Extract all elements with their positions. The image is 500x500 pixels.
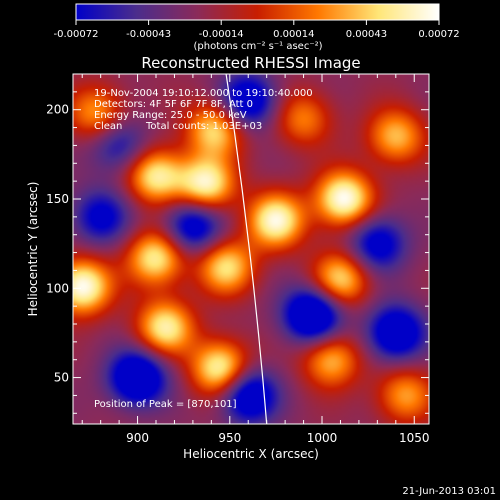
y-tick-label: 50: [54, 371, 69, 385]
annotation-time-range: 19-Nov-2004 19:10:12.000 to 19:10:40.000: [94, 88, 313, 99]
heatmap-image: [73, 74, 429, 424]
y-tick-label: 150: [46, 192, 69, 206]
annotation-total-counts: Total counts: 1.03E+03: [145, 121, 262, 132]
colorbar-unit-label: (photons cm⁻² s⁻¹ asec⁻²): [193, 41, 322, 52]
annotation-detectors: Detectors: 4F 5F 6F 7F 8F, Att 0: [94, 99, 253, 110]
x-axis-ticks: 900 950 1000 1050: [81, 74, 430, 445]
y-axis-ticks: 50 100 150 200: [46, 91, 429, 414]
colorbar-tick-label: -0.00043: [126, 29, 171, 40]
footer-date: 21-Jun-2013 03:01: [402, 486, 496, 497]
colorbar-tick-label: 0.00043: [346, 29, 387, 40]
y-tick-label: 100: [46, 281, 69, 295]
x-tick-label: 1050: [399, 431, 430, 445]
colorbar-tick-label: 0.00014: [273, 29, 314, 40]
y-tick-label: 200: [46, 103, 69, 117]
colorbar-tick-label: 0.00072: [418, 29, 459, 40]
colorbar-tick-label: -0.00072: [54, 29, 99, 40]
colorbar-tick-label: -0.00014: [199, 29, 244, 40]
x-tick-label: 1000: [307, 431, 338, 445]
colorbar-ticks: -0.00072 -0.00043 -0.00014 0.00014 0.00043 0.…: [54, 20, 460, 40]
annotation-clean: Clean: [94, 121, 122, 132]
annotation-peak-position: Position of Peak = [870,101]: [94, 399, 237, 410]
annotation-energy-range: Energy Range: 25.0 - 50.0 keV: [94, 110, 247, 121]
x-tick-label: 950: [218, 431, 241, 445]
plot-frame: [72, 73, 430, 425]
colorbar: [75, 3, 440, 21]
solar-limb-arc: [225, 74, 268, 424]
x-axis-label: Heliocentric X (arcsec): [183, 447, 319, 461]
annotation-block: 19-Nov-2004 19:10:12.000 to 19:10:40.000…: [94, 88, 313, 410]
x-tick-label: 900: [126, 431, 149, 445]
y-axis-label: Heliocentric Y (arcsec): [26, 182, 40, 317]
chart-title: Reconstructed RHESSI Image: [141, 54, 360, 72]
